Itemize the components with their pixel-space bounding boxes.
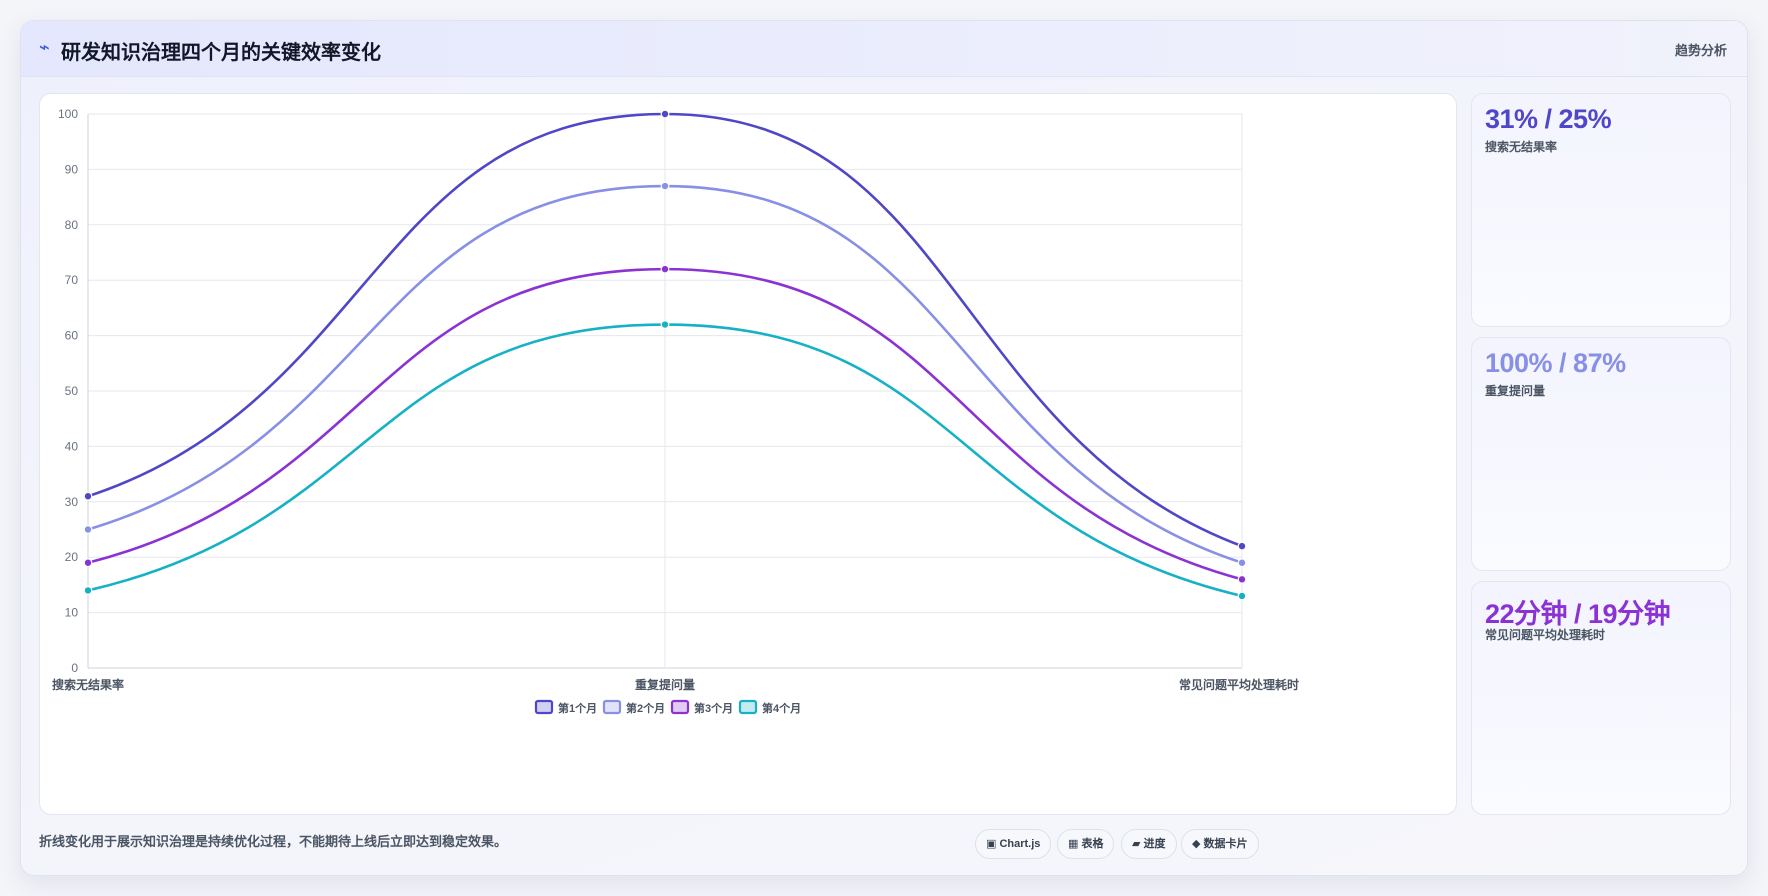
y-tick-label: 10 xyxy=(65,606,79,620)
lightning-icon: ⌁ xyxy=(39,37,50,57)
y-tick-label: 20 xyxy=(65,550,79,564)
legend-swatch xyxy=(670,699,690,715)
x-tick-label: 重复提问量 xyxy=(635,677,695,692)
legend-label: 第3个月 xyxy=(694,701,733,715)
header: ⌁ 研发知识治理四个月的关键效率变化 趋势分析 xyxy=(21,21,1747,77)
y-tick-label: 50 xyxy=(65,384,79,398)
data-point xyxy=(660,320,670,329)
stat-value: 31% / 25% xyxy=(1485,104,1612,134)
stat-label: 重复提问量 xyxy=(1485,384,1546,398)
stat-label: 搜索无结果率 xyxy=(1485,140,1558,154)
legend-label: 第2个月 xyxy=(626,701,665,715)
data-point xyxy=(660,181,670,191)
legend-swatch xyxy=(534,699,554,715)
y-tick-label: 30 xyxy=(65,495,79,509)
y-tick-label: 40 xyxy=(65,439,79,453)
legend-label: 第1个月 xyxy=(558,701,597,715)
data-point xyxy=(83,491,93,501)
y-tick-label: 80 xyxy=(65,218,79,232)
legend-swatch xyxy=(602,699,622,715)
data-point xyxy=(83,586,93,595)
data-point xyxy=(660,109,670,119)
x-tick-label: 常见问题平均处理耗时 xyxy=(1179,677,1299,692)
stat-value: 22分钟 / 19分钟 xyxy=(1485,599,1671,629)
legend-label: 第4个月 xyxy=(762,701,801,715)
data-point xyxy=(1237,591,1247,601)
stat-label: 常见问题平均处理耗时 xyxy=(1485,628,1606,642)
stat-value: 100% / 87% xyxy=(1485,348,1626,378)
y-tick-label: 100 xyxy=(58,107,78,121)
line-chart: 0 10 20 30 40 50 60 70 80 90 100 搜索无结果率 重复提问量 常见问题平均处… xyxy=(52,107,1299,715)
y-tick-label: 90 xyxy=(65,162,79,176)
y-tick-label: 70 xyxy=(65,273,79,287)
stat-card-search: 31% / 25% 搜索无结果率 xyxy=(1471,93,1731,327)
x-tick-label: 搜索无结果率 xyxy=(52,677,124,692)
chart-panel: 0 10 20 30 40 50 60 70 80 90 100 搜索无结果率 重复提问量 常见问题平均处… xyxy=(39,93,1457,815)
data-point xyxy=(83,558,93,568)
dashboard-card: ⌁ 研发知识治理四个月的关键效率变化 趋势分析 0 10 20 30 40 50 60 70 8… xyxy=(20,20,1748,876)
chip-chartjs[interactable]: ▣ Chart.js xyxy=(975,829,1052,859)
legend-swatch xyxy=(738,699,758,715)
data-point xyxy=(1237,574,1247,584)
y-tick-label: 60 xyxy=(65,329,79,343)
data-point xyxy=(660,264,670,274)
stat-card-handling-time: 22分钟 / 19分钟 常见问题平均处理耗时 xyxy=(1471,581,1731,815)
chip-progress[interactable]: ▰ 进度 xyxy=(1121,829,1177,859)
chip-data-card[interactable]: ◆ 数据卡片 xyxy=(1181,829,1259,859)
page-title: 研发知识治理四个月的关键效率变化 xyxy=(61,42,381,64)
data-point xyxy=(1237,558,1247,568)
trend-analysis-label: 趋势分析 xyxy=(1674,43,1727,58)
stat-card-repeat: 100% / 87% 重复提问量 xyxy=(1471,337,1731,571)
y-tick-label: 0 xyxy=(71,661,78,675)
footer-note: 折线变化用于展示知识治理是持续优化过程，不能期待上线后立即达到稳定效果。 xyxy=(39,834,508,849)
data-point xyxy=(83,525,93,534)
chip-table[interactable]: ▦ 表格 xyxy=(1057,829,1115,859)
data-point xyxy=(1237,541,1247,551)
